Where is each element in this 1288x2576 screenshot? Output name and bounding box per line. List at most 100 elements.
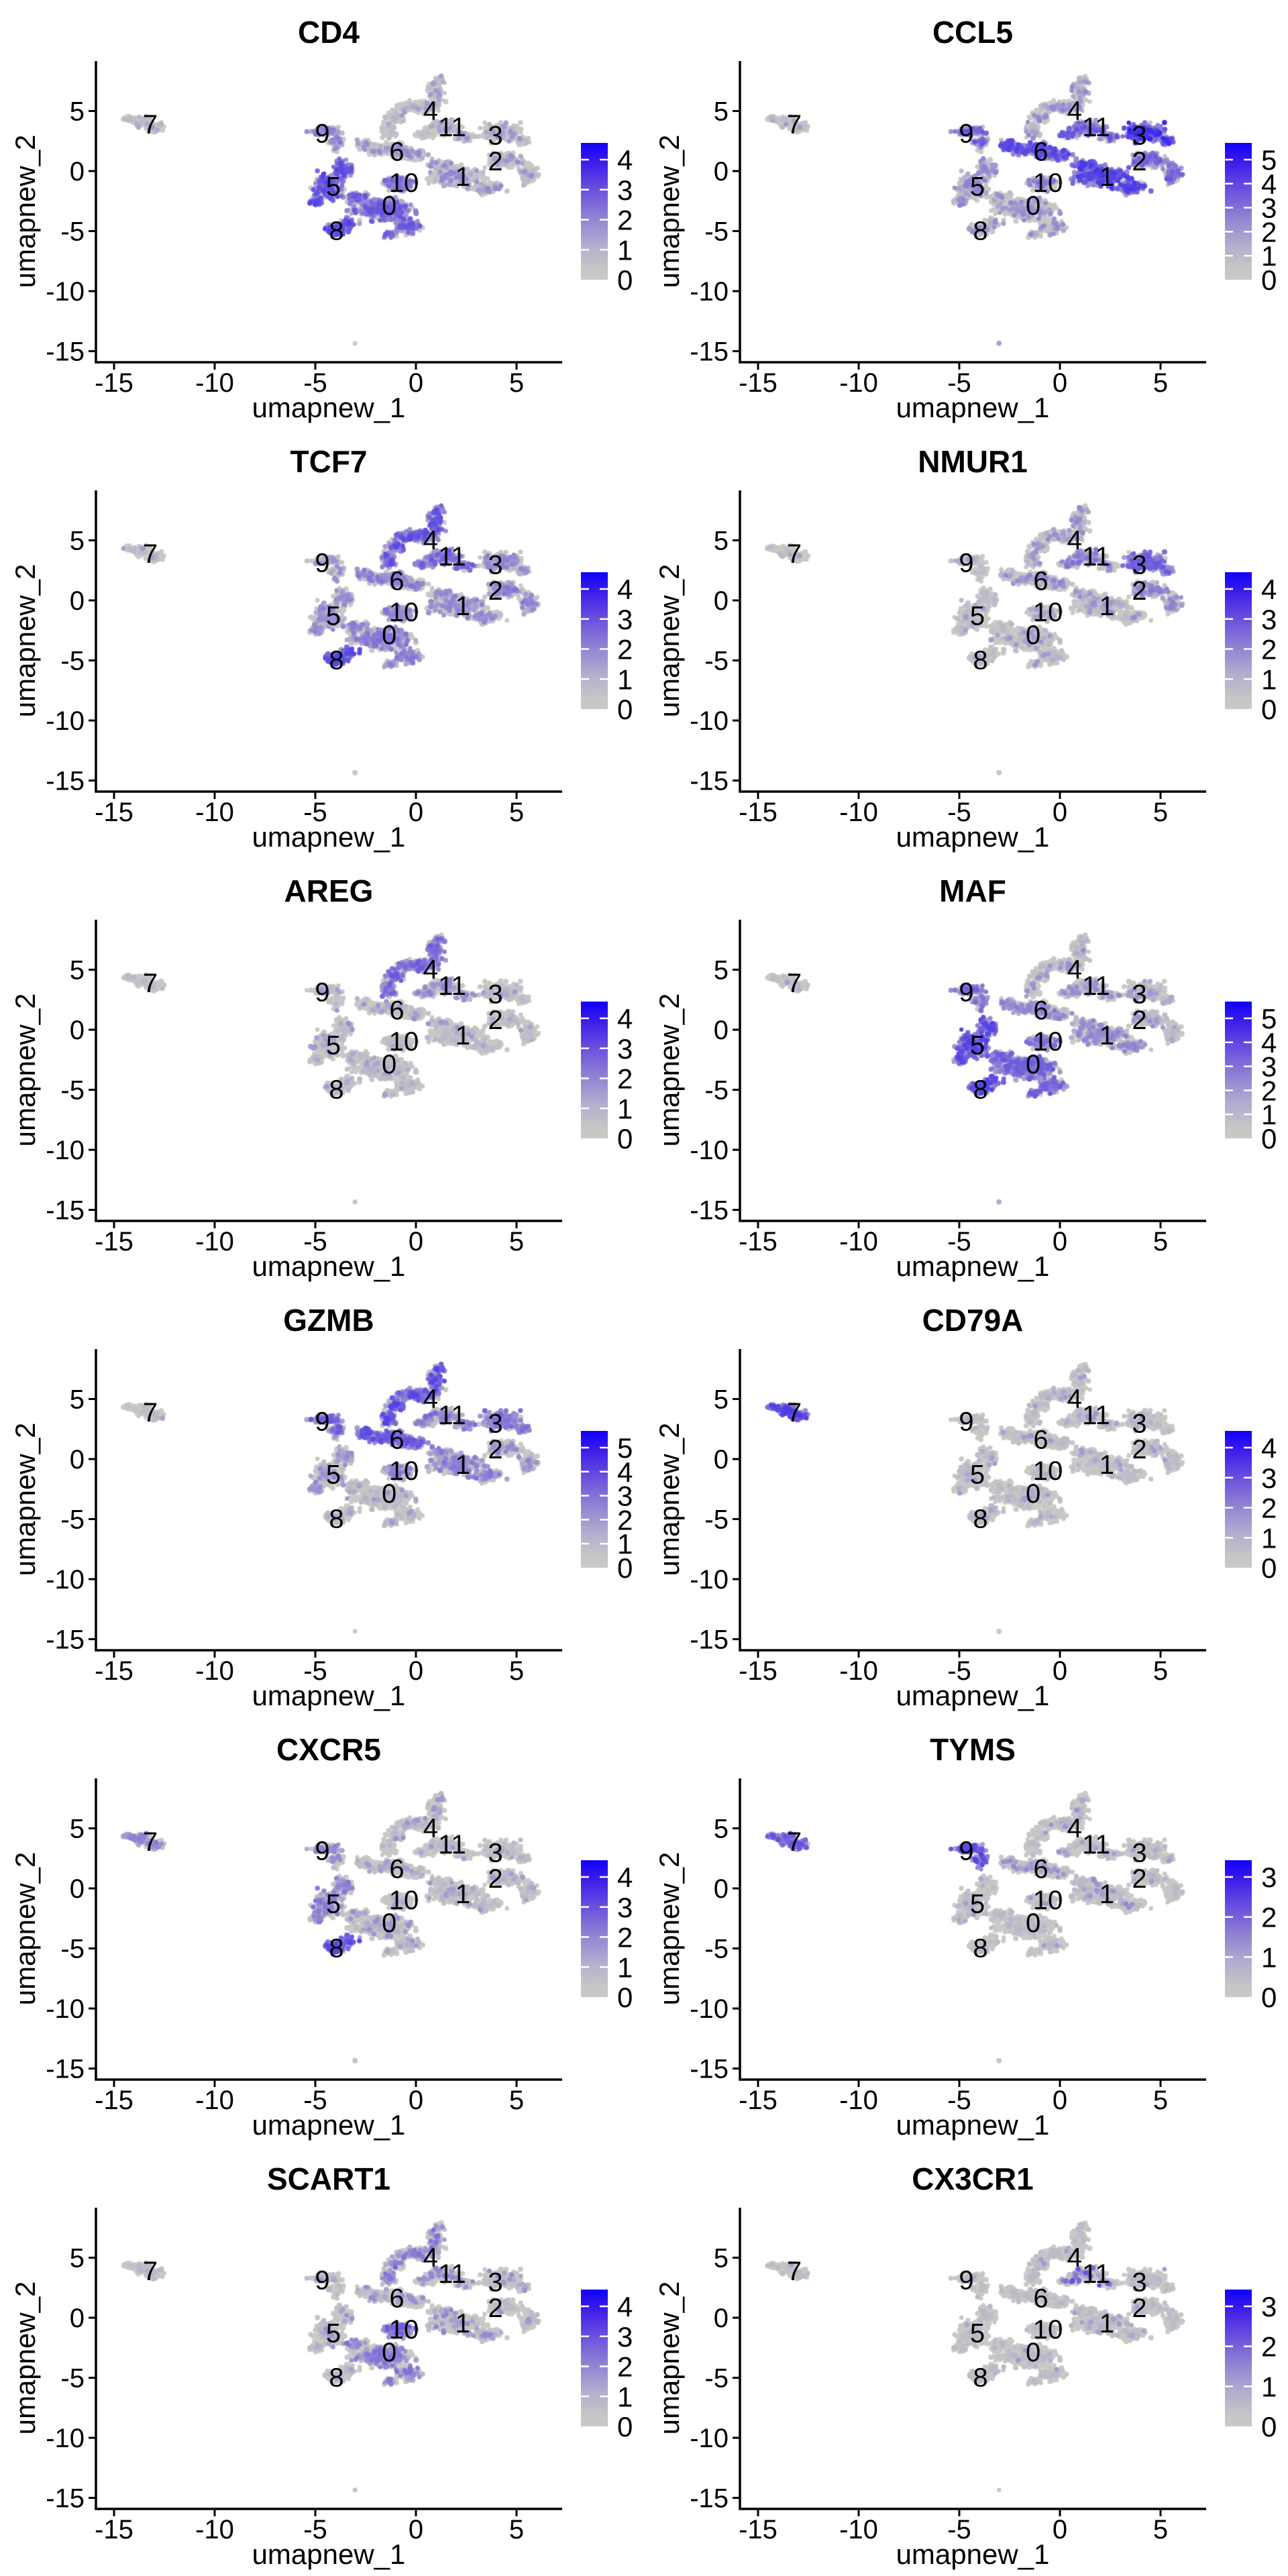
x-tick-label: 5 [509, 798, 524, 827]
cluster-labels: 0 123 4 5 6 7 8 9 10 11 [787, 2243, 1147, 2393]
panel-overlay: AREG -15 -10 -5 0 5 5 0 -5 -10 -15 umapnew_1 uma… [9, 873, 633, 1282]
colorbar-gradient-bar [1225, 1431, 1252, 1568]
x-axis-ticks: -15 -10 -5 0 5 [95, 2080, 524, 2115]
colorbar-tick-label: 4 [1261, 168, 1277, 200]
y-axis-title: umapnew_2 [653, 135, 685, 288]
colorbar-ticks [581, 2305, 608, 2398]
x-tick-label: 0 [409, 2515, 423, 2544]
cluster-label-0: 0 [1026, 191, 1040, 221]
x-axis-ticks: -15 -10 -5 0 5 [739, 362, 1168, 398]
cluster-label-1: 1 [1099, 1450, 1114, 1480]
colorbar-tick-label: 1 [1261, 663, 1277, 695]
cluster-label-1: 1 [455, 1450, 470, 1480]
x-tick-label: -15 [95, 1227, 133, 1256]
colorbar-tick-label: 3 [617, 604, 633, 635]
x-axis-title: umapnew_1 [252, 1680, 406, 1711]
colorbar-tick-label: 2 [1261, 634, 1277, 665]
cluster-label-8: 8 [329, 1934, 343, 1964]
cluster-labels: 0 123 4 5 6 7 8 9 10 11 [143, 526, 503, 676]
cluster-label-0: 0 [382, 1909, 396, 1938]
cluster-label-0: 0 [382, 2338, 396, 2367]
colorbar-tick-label: 0 [1261, 1552, 1277, 1584]
cluster-label-5: 5 [326, 1030, 341, 1060]
x-tick-label: -5 [947, 1227, 971, 1256]
colorbar-tick-label: 4 [1261, 574, 1277, 605]
y-tick-label: -10 [46, 277, 85, 307]
cluster-label-8: 8 [973, 1934, 987, 1964]
y-axis-ticks: 5 0 -5 -10 -15 [690, 1815, 740, 2084]
x-tick-label: 5 [509, 2086, 524, 2115]
x-tick-label: -5 [303, 1656, 327, 1686]
colorbar-tick-label: 1 [1261, 1941, 1277, 1973]
x-axis-ticks: -15 -10 -5 0 5 [739, 792, 1168, 827]
umap-points-canvas [644, 2147, 1288, 2576]
colorbar-tick-label: 5 [617, 1432, 633, 1464]
colorbar-tick-label: 2 [617, 1922, 633, 1953]
cluster-label-3: 3 [488, 1409, 502, 1438]
y-tick-label: 5 [70, 1815, 85, 1844]
cluster-label-0: 0 [1026, 1050, 1040, 1079]
cluster-label-10: 10 [1033, 1886, 1063, 1915]
cluster-label-10: 10 [1033, 2315, 1063, 2345]
y-tick-label: 5 [714, 97, 729, 127]
y-tick-label: -10 [690, 1994, 729, 2024]
cluster-label-7: 7 [787, 969, 802, 998]
cluster-label-11: 11 [1082, 2259, 1110, 2289]
x-axis-title: umapnew_1 [252, 2538, 406, 2570]
cluster-label-9: 9 [315, 119, 329, 149]
y-tick-label: 0 [70, 1874, 85, 1904]
cluster-label-1: 1 [455, 1021, 470, 1051]
cluster-label-0: 0 [382, 1050, 396, 1079]
cluster-label-4: 4 [1067, 526, 1082, 555]
cluster-label-0: 0 [1026, 2338, 1040, 2367]
cluster-label-7: 7 [787, 2257, 802, 2286]
x-tick-label: -5 [947, 1656, 971, 1686]
colorbar-tick-label: 4 [1261, 1432, 1277, 1464]
x-tick-label: 0 [1053, 1656, 1067, 1686]
colorbar-tick-label: 3 [1261, 2291, 1277, 2322]
y-axis-title: umapnew_2 [653, 2282, 685, 2435]
colorbar-tick-label: 3 [617, 2321, 633, 2353]
cluster-label-9: 9 [959, 1837, 973, 1866]
cluster-label-2: 2 [1132, 147, 1146, 176]
colorbar-tick-label: 0 [1261, 1982, 1277, 2013]
cluster-label-0: 0 [1026, 1479, 1040, 1509]
umap-points-canvas [644, 429, 1288, 859]
umap-points-canvas [0, 1288, 644, 1717]
feature-panel: CD79A -15 -10 -5 0 5 5 0 -5 -10 -15 umapnew_1 um… [644, 1288, 1288, 1717]
cluster-label-1: 1 [1099, 162, 1114, 192]
cluster-label-1: 1 [1099, 2309, 1114, 2339]
colorbar-tick-label: 3 [1261, 193, 1277, 224]
cluster-labels: 0 123 4 5 6 7 8 9 10 11 [787, 955, 1147, 1105]
x-axis-ticks: -15 -10 -5 0 5 [95, 2509, 524, 2544]
panel-title: MAF [939, 873, 1006, 908]
cluster-label-9: 9 [959, 978, 973, 1008]
cluster-label-10: 10 [1033, 1027, 1063, 1057]
colorbar-tick-label: 2 [1261, 1902, 1277, 1933]
colorbar-tick-label: 3 [1261, 1862, 1277, 1893]
cluster-label-8: 8 [329, 1075, 343, 1105]
cluster-label-2: 2 [1132, 1006, 1146, 1035]
panel-title: CX3CR1 [912, 2161, 1034, 2196]
cluster-label-7: 7 [787, 1398, 802, 1428]
cluster-label-1: 1 [1099, 1880, 1114, 1909]
colorbar-tick-label: 3 [617, 1033, 633, 1065]
cluster-label-6: 6 [1033, 1854, 1048, 1884]
y-axis-ticks: 5 0 -5 -10 -15 [690, 1385, 740, 1655]
colorbar-tick-label: 5 [1261, 1003, 1277, 1034]
x-tick-label: -10 [195, 2086, 234, 2115]
panel-overlay: CCL5 -15 -10 -5 0 5 5 0 -5 -10 -15 umapnew_1 uma… [653, 15, 1277, 423]
x-tick-label: -5 [947, 368, 971, 398]
colorbar-gradient-bar [1225, 2290, 1252, 2426]
umap-points-canvas [0, 1717, 644, 2147]
cluster-label-2: 2 [1132, 2294, 1146, 2323]
cluster-label-1: 1 [455, 592, 470, 621]
cluster-label-8: 8 [329, 1505, 343, 1534]
colorbar-gradient-bar [581, 2290, 608, 2426]
colorbar-tick-label: 2 [1261, 216, 1277, 248]
cluster-label-5: 5 [326, 1460, 341, 1489]
cluster-label-10: 10 [389, 2315, 419, 2345]
